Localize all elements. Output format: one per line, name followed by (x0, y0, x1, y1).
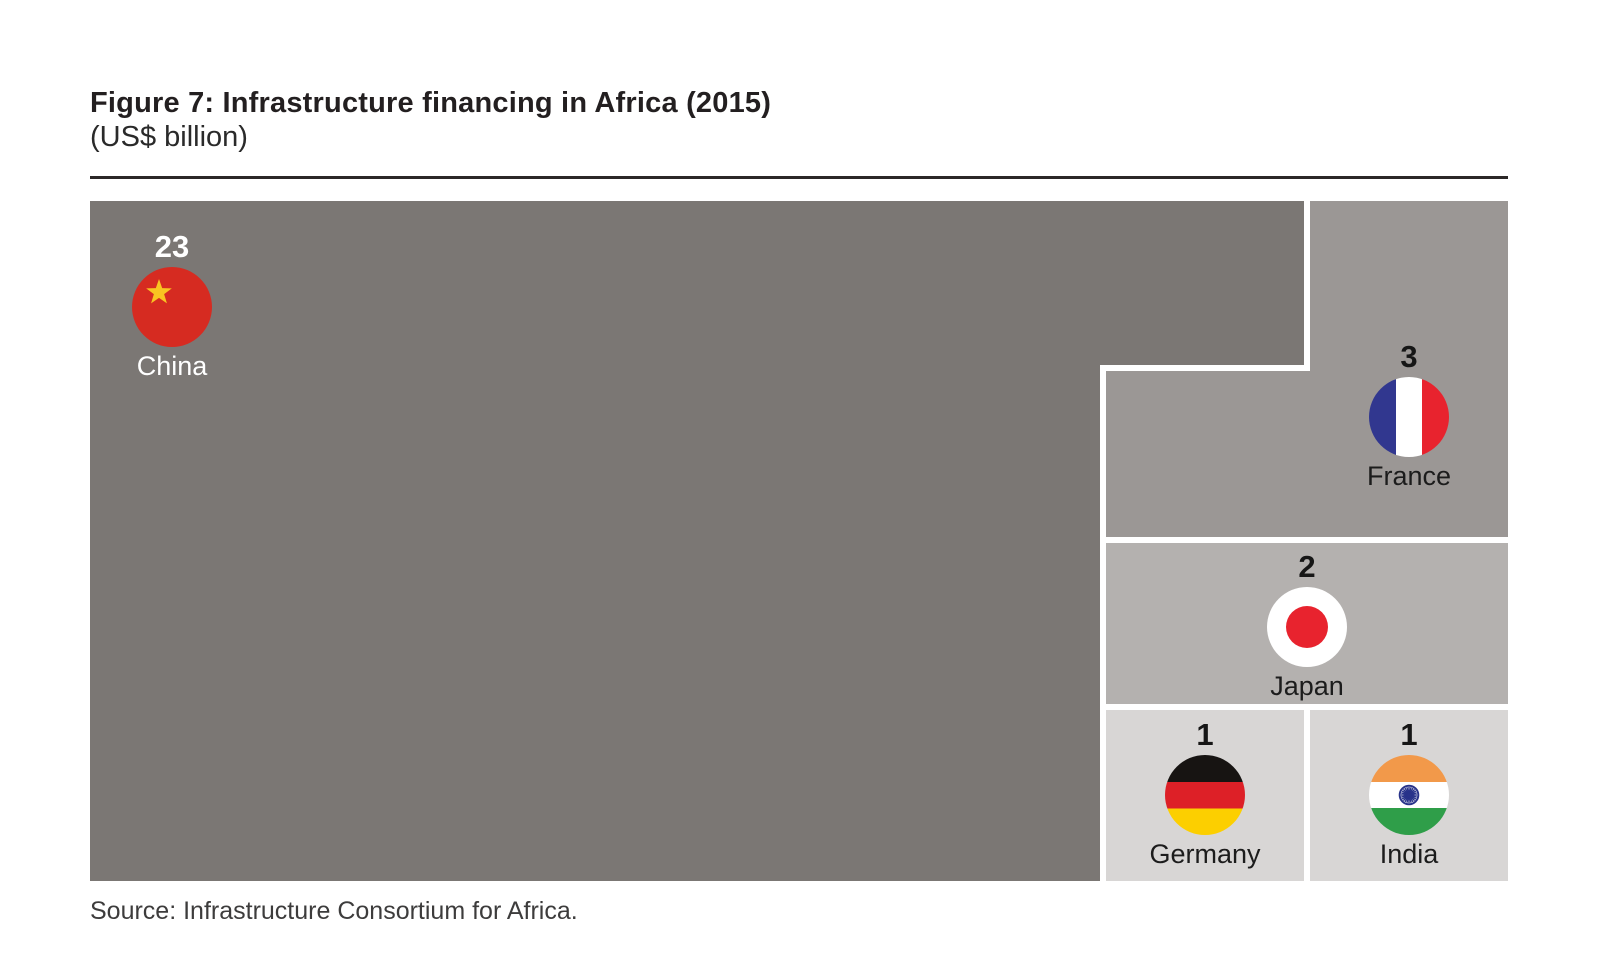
china-value: 23 (154, 229, 190, 264)
japan-value: 2 (1298, 549, 1316, 584)
treemap-cell-china (90, 201, 1100, 881)
germany-flag-icon (1165, 755, 1245, 835)
france-flag-icon (1369, 377, 1449, 457)
india-flag-icon (1369, 755, 1449, 835)
france-label: France (1366, 461, 1452, 491)
figure-subtitle: (US$ billion) (90, 121, 248, 153)
japan-flag-icon (1267, 587, 1347, 667)
china-flag-icon (132, 267, 212, 347)
source-note: Source: Infrastructure Consortium for Af… (90, 897, 578, 925)
germany-group: 1 Germany (1106, 717, 1304, 870)
germany-label: Germany (1149, 839, 1261, 869)
china-label: China (136, 351, 208, 381)
figure-header: Figure 7: Infrastructure financing in Af… (90, 86, 1508, 154)
china-group: 23 China (90, 231, 254, 381)
india-value: 1 (1400, 717, 1418, 752)
treemap-cell-china-strip (1100, 201, 1304, 365)
india-label: India (1379, 839, 1439, 869)
india-group: 1 (1310, 719, 1508, 869)
treemap-chart: 23 China 3 France 2 (90, 201, 1508, 881)
germany-value: 1 (1196, 717, 1214, 752)
france-group: 3 France (1309, 339, 1509, 492)
japan-group: 2 Japan (1106, 551, 1508, 701)
france-value: 3 (1400, 339, 1418, 374)
figure-title: Figure 7: Infrastructure financing in Af… (90, 87, 772, 119)
japan-label: Japan (1270, 671, 1344, 701)
title-divider (90, 176, 1508, 179)
